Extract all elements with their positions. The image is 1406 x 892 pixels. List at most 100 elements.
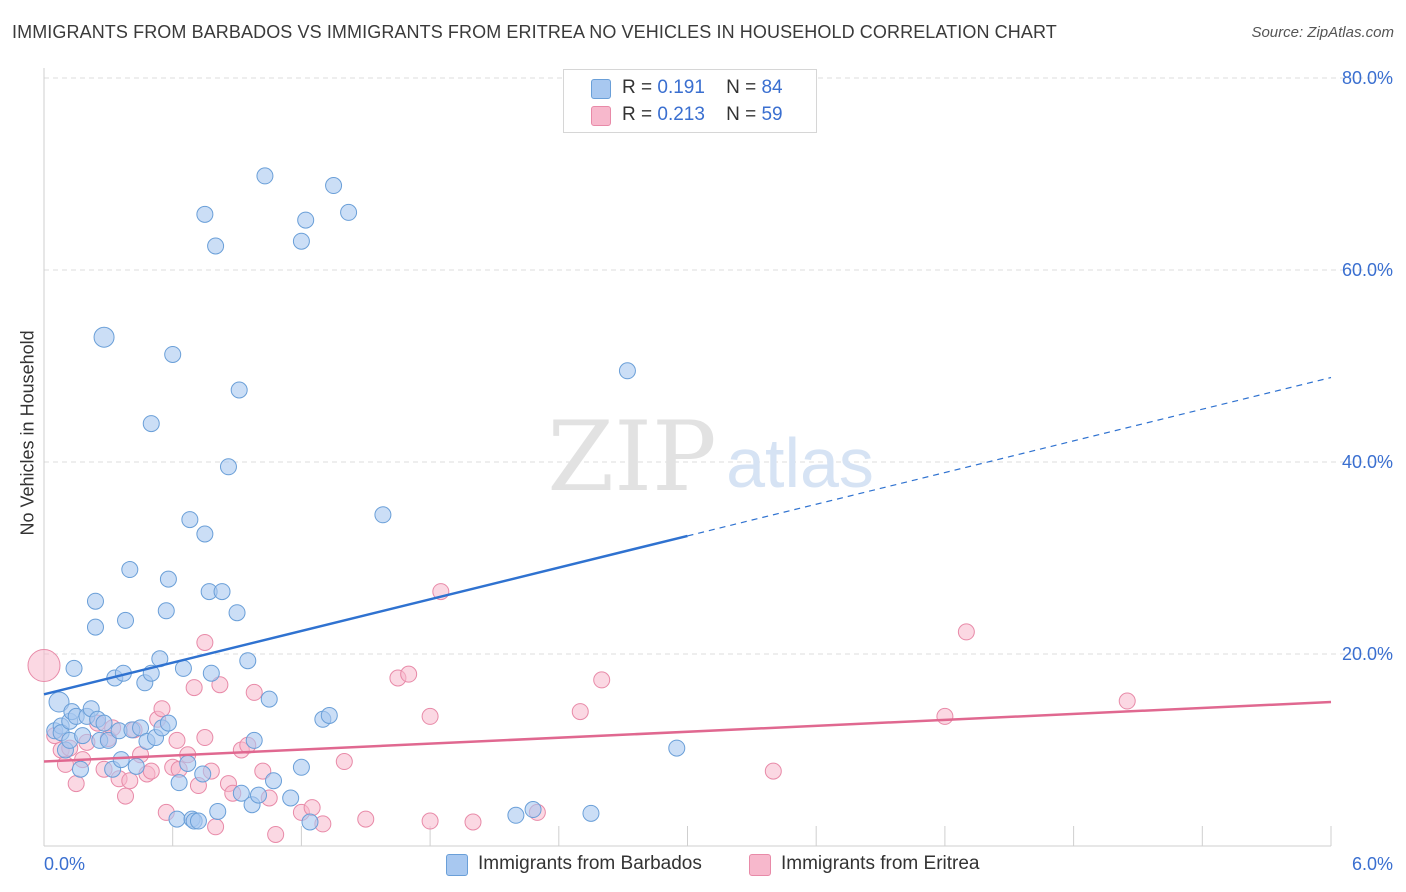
- eritrea-point: [121, 772, 139, 790]
- barbados-point: [374, 506, 392, 524]
- y-tick-label: 80.0%: [1342, 68, 1393, 88]
- barbados-n-label: N =: [726, 77, 757, 98]
- eritrea-legend-swatch: [749, 854, 771, 876]
- barbados-point: [340, 203, 358, 221]
- barbados-point: [157, 602, 175, 620]
- barbados-point: [159, 570, 177, 588]
- barbados-point: [219, 458, 237, 476]
- eritrea-legend-label: Immigrants from Eritrea: [781, 853, 980, 874]
- barbados-point: [228, 604, 246, 622]
- barbados-point: [71, 760, 89, 778]
- eritrea-r-label: R =: [622, 104, 653, 125]
- barbados-legend-swatch: [446, 854, 468, 876]
- chart-title: IMMIGRANTS FROM BARBADOS VS IMMIGRANTS F…: [12, 22, 1057, 42]
- eritrea-point: [400, 665, 418, 683]
- barbados-point: [320, 706, 338, 724]
- barbados-point: [292, 232, 310, 250]
- barbados-point: [170, 774, 188, 792]
- eritrea-point: [764, 762, 782, 780]
- y-tick-label: 20.0%: [1342, 644, 1393, 664]
- eritrea-trend-line: [43, 700, 1332, 763]
- eritrea-point: [196, 729, 214, 747]
- barbados-point: [74, 727, 92, 745]
- barbados-point: [168, 810, 186, 828]
- barbados-point: [209, 802, 227, 820]
- barbados-n-value: 84: [761, 77, 783, 98]
- barbados-point: [207, 237, 225, 255]
- x-tick-label: 6.0%: [1352, 854, 1393, 874]
- barbados-point: [618, 362, 636, 380]
- barbados-r-label: R =: [622, 77, 653, 98]
- barbados-point: [230, 381, 248, 399]
- barbados-point: [292, 758, 310, 776]
- barbados-point: [202, 664, 220, 682]
- barbados-point: [260, 690, 278, 708]
- eritrea-point: [142, 762, 160, 780]
- eritrea-point: [56, 755, 74, 773]
- barbados-point: [142, 415, 160, 433]
- barbados-point: [194, 765, 212, 783]
- barbados-point: [99, 731, 117, 749]
- watermark-zip: ZIP: [547, 401, 716, 513]
- eritrea-point: [185, 679, 203, 697]
- barbados-point: [121, 561, 139, 579]
- eritrea-swatch: [591, 106, 611, 126]
- eritrea-point: [957, 623, 975, 641]
- barbados-trend-line: [43, 534, 688, 696]
- barbados-point: [95, 714, 113, 732]
- eritrea-point: [464, 813, 482, 831]
- barbados-point: [159, 714, 177, 732]
- barbados-trend-projection: [687, 376, 1332, 537]
- barbados-point: [668, 739, 686, 757]
- eritrea-point: [267, 825, 285, 843]
- eritrea-point: [196, 633, 214, 651]
- source-credit: Source: ZipAtlas.com: [1251, 24, 1394, 41]
- barbados-point: [325, 177, 343, 195]
- barbados-point: [297, 211, 315, 229]
- barbados-point: [196, 525, 214, 543]
- eritrea-point: [421, 812, 439, 830]
- barbados-swatch: [591, 79, 611, 99]
- eritrea-point: [27, 649, 61, 683]
- barbados-point: [181, 511, 199, 529]
- y-tick-label: 40.0%: [1342, 452, 1393, 472]
- barbados-point: [86, 592, 104, 610]
- barbados-point: [582, 804, 600, 822]
- eritrea-point: [936, 707, 954, 725]
- barbados-point: [301, 813, 319, 831]
- barbados-point: [232, 784, 250, 802]
- barbados-point: [250, 786, 267, 804]
- watermark-atlas: atlas: [726, 424, 874, 502]
- barbados-point: [93, 326, 115, 348]
- barbados-point: [265, 772, 283, 790]
- barbados-r-value: 0.191: [657, 77, 705, 98]
- barbados-point: [164, 345, 182, 363]
- eritrea-point: [303, 799, 321, 817]
- barbados-point: [117, 611, 135, 629]
- eritrea-point: [207, 818, 225, 836]
- barbados-point: [174, 659, 192, 677]
- eritrea-point: [421, 707, 439, 725]
- eritrea-point: [335, 753, 353, 771]
- eritrea-point: [571, 703, 589, 721]
- eritrea-point: [593, 671, 611, 689]
- stats-legend: R = 0.191 N = 84 R = 0.213 N = 59: [563, 69, 817, 133]
- eritrea-point: [245, 683, 263, 701]
- barbados-point: [65, 659, 83, 677]
- barbados-legend-label: Immigrants from Barbados: [478, 853, 702, 874]
- barbados-point: [524, 801, 542, 819]
- eritrea-point: [67, 775, 85, 793]
- barbados-point: [179, 754, 197, 772]
- barbados-point: [189, 812, 207, 830]
- barbados-point: [256, 167, 274, 185]
- barbados-point: [282, 789, 300, 807]
- eritrea-n-value: 59: [761, 104, 783, 125]
- barbados-point: [112, 751, 130, 769]
- barbados-point: [86, 618, 104, 636]
- y-tick-label: 60.0%: [1342, 260, 1393, 280]
- y-axis-label: No Vehicles in Household: [17, 330, 38, 536]
- barbados-point: [196, 205, 214, 223]
- eritrea-n-label: N =: [726, 104, 757, 125]
- barbados-point: [127, 757, 145, 775]
